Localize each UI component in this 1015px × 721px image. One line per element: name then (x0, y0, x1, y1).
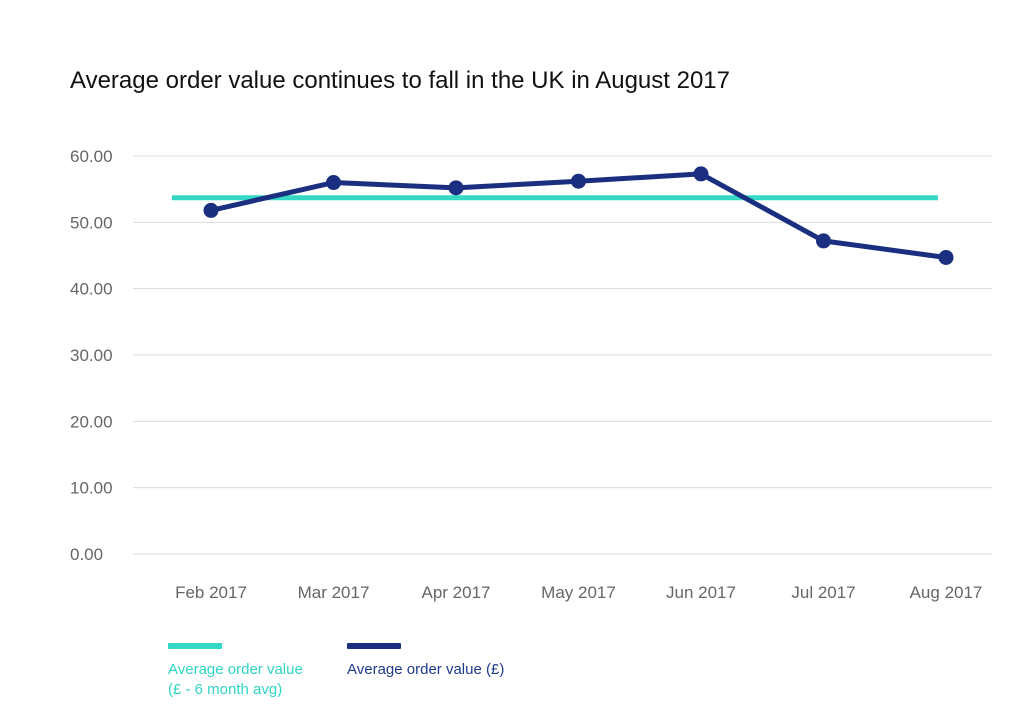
legend: Average order value (£ - 6 month avg) Av… (168, 643, 504, 698)
y-tick-label: 50.00 (70, 213, 113, 232)
x-tick-label: Mar 2017 (298, 583, 370, 602)
x-tick-label: Feb 2017 (175, 583, 247, 602)
data-point (326, 175, 341, 191)
data-point (571, 173, 586, 189)
y-tick-label: 30.00 (70, 346, 113, 365)
x-axis-ticks: Feb 2017 Mar 2017 Apr 2017 May 2017 Jun 2017… (175, 583, 982, 602)
data-point (693, 166, 709, 182)
x-tick-label: May 2017 (541, 583, 616, 602)
x-tick-label: Jun 2017 (666, 583, 736, 602)
x-tick-label: Aug 2017 (910, 583, 983, 602)
legend-swatch-6-month-avg (168, 643, 222, 649)
y-tick-label: 10.00 (70, 479, 113, 498)
legend-swatch-average-order-value (347, 643, 401, 649)
x-tick-label: Jul 2017 (791, 583, 855, 602)
data-point (938, 249, 954, 265)
x-tick-label: Apr 2017 (422, 583, 491, 602)
legend-label-6-month-avg-line1: Average order value (168, 661, 303, 678)
y-tick-label: 0.00 (70, 545, 103, 564)
data-point (816, 233, 831, 249)
y-tick-label: 20.00 (70, 412, 113, 431)
grid-layer (133, 155, 992, 555)
y-tick-label: 40.00 (70, 280, 113, 299)
series-layer (203, 166, 954, 265)
chart-title: Average order value continues to fall in… (70, 67, 730, 94)
y-tick-label: 60.00 (70, 147, 113, 166)
legend-label-6-month-avg-line2: (£ - 6 month avg) (168, 681, 282, 698)
data-point (448, 180, 464, 196)
y-axis-ticks: 0.00 10.00 20.00 30.00 40.00 50.00 60.00 (70, 147, 113, 564)
legend-label-average-order-value: Average order value (£) (347, 661, 504, 678)
data-point (203, 202, 219, 218)
